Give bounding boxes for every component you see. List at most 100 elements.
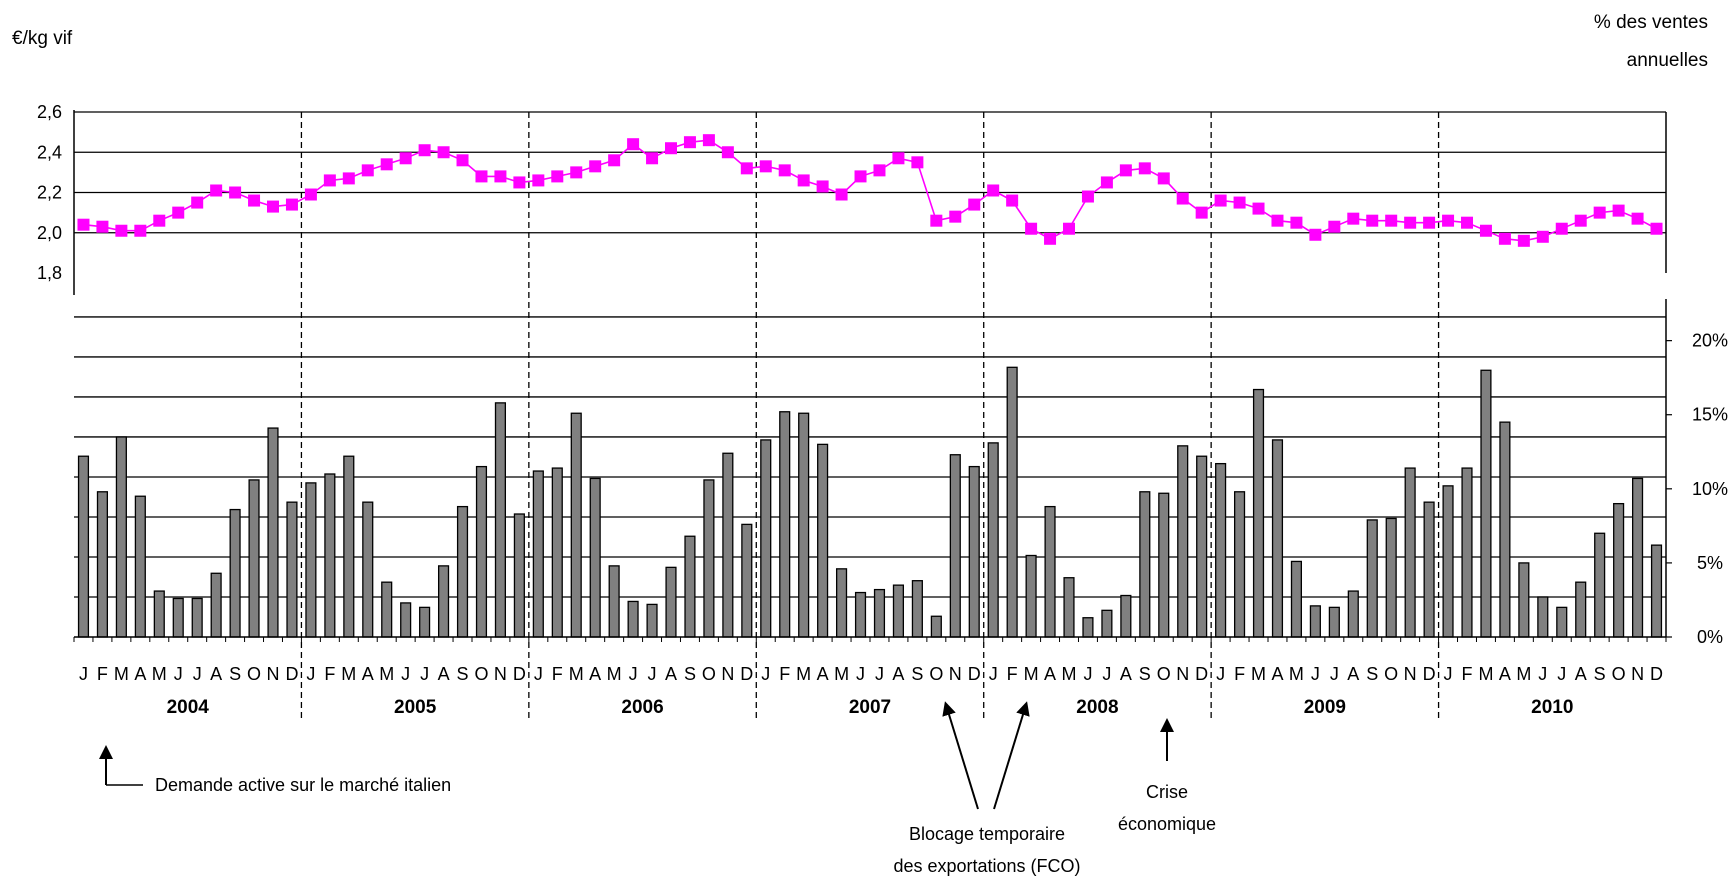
- month-label: J: [761, 664, 770, 684]
- month-label: N: [721, 664, 734, 684]
- month-label: A: [817, 664, 829, 684]
- share-bar: [703, 479, 715, 638]
- fco-arrow-left: [942, 701, 979, 810]
- share-bar: [1613, 502, 1625, 638]
- price-marker: [892, 152, 905, 165]
- share-bar: [1631, 477, 1644, 638]
- month-label: O: [1157, 664, 1171, 684]
- share-bar: [1120, 594, 1132, 638]
- share-bar: [1480, 369, 1492, 638]
- share-bar: [627, 600, 639, 638]
- month-label: J: [1538, 664, 1547, 684]
- share-bar: [798, 412, 810, 638]
- price-marker: [1195, 206, 1208, 219]
- price-marker: [399, 152, 412, 165]
- share-bar: [722, 452, 734, 638]
- share-bar: [589, 477, 601, 638]
- price-marker: [854, 170, 867, 183]
- month-label: M: [379, 664, 394, 684]
- price-marker: [513, 176, 526, 189]
- month-label: M: [796, 664, 811, 684]
- price-marker: [172, 206, 185, 219]
- price-marker: [1138, 162, 1151, 175]
- share-bar: [684, 535, 696, 638]
- price-marker: [1479, 224, 1492, 237]
- share-bar: [419, 606, 431, 638]
- month-label: N: [1404, 664, 1417, 684]
- price-marker: [646, 152, 659, 165]
- share-bar: [1518, 562, 1530, 638]
- month-label: O: [247, 664, 261, 684]
- share-bar: [930, 615, 942, 638]
- month-label: J: [1557, 664, 1566, 684]
- month-label: M: [152, 664, 167, 684]
- price-marker: [96, 220, 109, 233]
- annotation-italy: Demande active sur le marché italien: [155, 775, 451, 795]
- price-marker: [1081, 190, 1094, 203]
- month-label: S: [684, 664, 696, 684]
- price-marker: [968, 198, 981, 211]
- right-unit-label-line1: % des ventes: [1594, 12, 1708, 33]
- price-marker: [1631, 212, 1644, 225]
- price-marker: [437, 146, 450, 159]
- price-line-path: [83, 139, 1657, 242]
- share-bar: [1537, 596, 1549, 638]
- month-label: S: [229, 664, 241, 684]
- month-label: A: [589, 664, 601, 684]
- share-bars: [77, 366, 1663, 638]
- price-marker: [1423, 216, 1436, 229]
- share-bar: [1158, 492, 1170, 638]
- month-label: J: [648, 664, 657, 684]
- share-bar: [475, 465, 488, 638]
- share-bar: [324, 473, 336, 638]
- month-label: F: [1007, 664, 1018, 684]
- price-marker: [835, 188, 848, 201]
- price-marker: [1100, 176, 1113, 189]
- share-bar: [1196, 455, 1208, 638]
- share-bar: [1499, 421, 1511, 638]
- price-marker: [210, 184, 223, 197]
- month-label: O: [702, 664, 716, 684]
- month-label: J: [401, 664, 410, 684]
- month-label: O: [929, 664, 943, 684]
- price-marker: [380, 158, 393, 171]
- month-label: D: [513, 664, 526, 684]
- share-bar: [1177, 445, 1189, 638]
- price-marker: [342, 172, 355, 185]
- month-label: F: [324, 664, 335, 684]
- share-bar: [134, 495, 146, 638]
- month-label: J: [1444, 664, 1453, 684]
- share-bar: [172, 597, 184, 638]
- price-tick-label: 2,6: [37, 102, 62, 122]
- price-marker: [797, 174, 810, 187]
- price-marker: [1233, 196, 1246, 209]
- year-label: 2008: [1076, 697, 1118, 718]
- price-marker: [134, 224, 147, 237]
- share-bar: [854, 591, 867, 638]
- share-bar: [1006, 366, 1018, 638]
- price-marker: [1650, 222, 1663, 235]
- price-marker: [1366, 214, 1379, 227]
- share-bar: [987, 442, 999, 638]
- price-marker: [153, 214, 166, 227]
- price-marker: [702, 134, 715, 147]
- share-bar: [494, 402, 507, 638]
- month-label: A: [362, 664, 374, 684]
- month-label: A: [1120, 664, 1132, 684]
- share-bar: [892, 584, 905, 638]
- share-bar: [1404, 467, 1416, 638]
- month-label: M: [1251, 664, 1266, 684]
- share-tick-label: 15%: [1692, 405, 1728, 425]
- share-bar: [646, 603, 658, 638]
- price-marker: [285, 198, 298, 211]
- share-bar: [96, 491, 109, 638]
- share-bar: [456, 505, 469, 638]
- price-marker: [1442, 214, 1455, 227]
- price-marker: [911, 156, 924, 169]
- share-bar: [153, 590, 165, 638]
- price-marker: [721, 146, 734, 159]
- share-bar: [513, 513, 525, 638]
- price-marker: [1498, 232, 1511, 245]
- year-label: 2010: [1531, 697, 1573, 718]
